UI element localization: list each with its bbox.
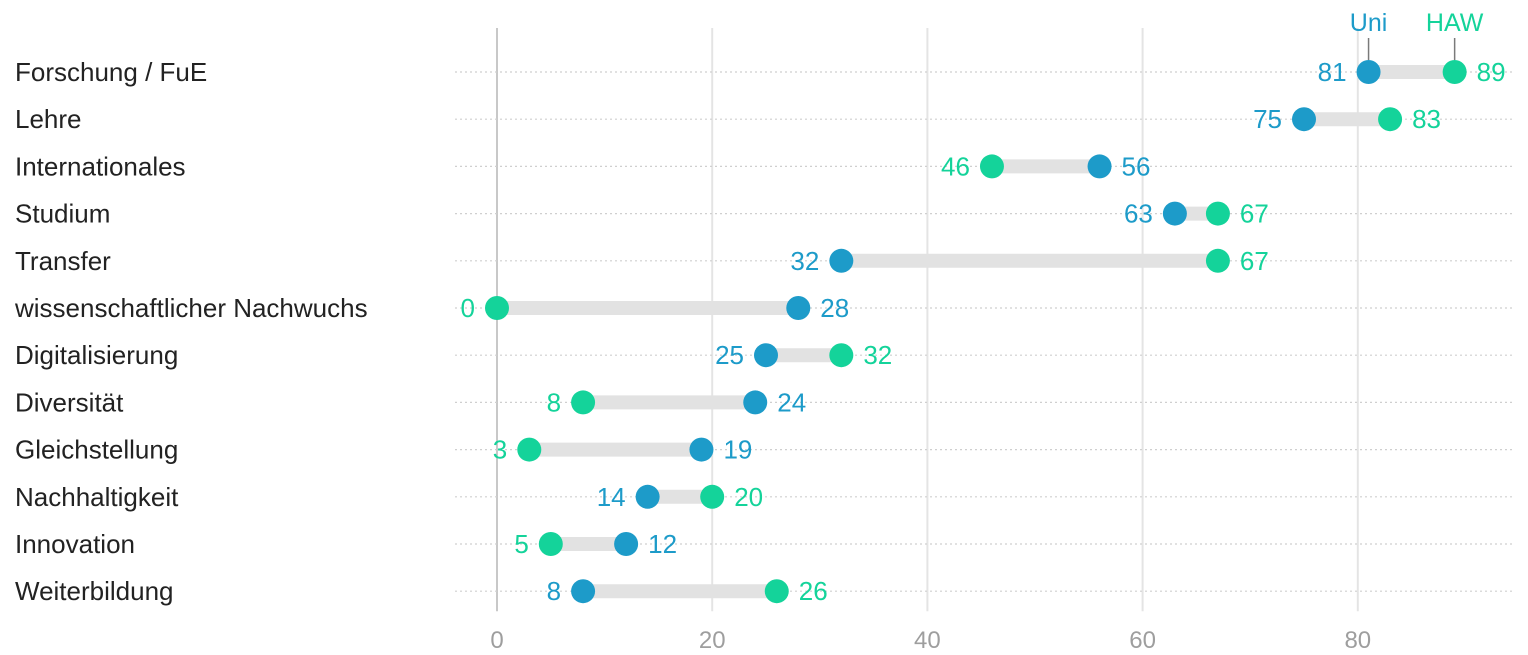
value-label: 89 xyxy=(1477,57,1506,87)
value-label: 63 xyxy=(1124,199,1153,229)
x-tick-labels: 0 20 40 60 80 xyxy=(490,627,1371,654)
value-label: 67 xyxy=(1240,199,1269,229)
value-label: 32 xyxy=(863,340,892,370)
haw-point xyxy=(485,296,509,320)
haw-point xyxy=(1205,248,1230,273)
legend-label: HAW xyxy=(1426,9,1484,37)
category-label: Studium xyxy=(15,199,110,229)
category-label: Innovation xyxy=(15,529,135,559)
value-label: 81 xyxy=(1318,57,1347,87)
value-label: 32 xyxy=(790,246,819,276)
haw-point xyxy=(764,579,789,604)
value-label: 3 xyxy=(493,435,507,465)
data-points xyxy=(485,60,1467,604)
uni-point xyxy=(754,343,778,368)
category-label: Internationales xyxy=(15,151,186,181)
value-label: 5 xyxy=(514,529,528,559)
haw-point xyxy=(517,437,542,462)
category-label: Diversität xyxy=(15,387,124,417)
category-label: Digitalisierung xyxy=(15,340,178,370)
legend-label: Uni xyxy=(1350,9,1388,37)
value-label: 8 xyxy=(547,387,561,417)
x-tick-label: 80 xyxy=(1344,627,1371,654)
value-label: 46 xyxy=(941,151,970,181)
uni-point xyxy=(1087,154,1112,179)
haw-point xyxy=(538,532,563,556)
x-tick-label: 60 xyxy=(1129,627,1156,654)
category-label: Weiterbildung xyxy=(15,576,174,606)
value-label: 14 xyxy=(597,482,626,512)
category-label: Lehre xyxy=(15,104,82,134)
value-label: 25 xyxy=(715,340,744,370)
haw-point xyxy=(700,484,725,509)
haw-point xyxy=(829,343,854,368)
x-tick-label: 0 xyxy=(490,627,503,654)
uni-point xyxy=(743,390,768,415)
value-label: 0 xyxy=(461,293,475,323)
value-label: 28 xyxy=(820,293,849,323)
legend: Uni HAW xyxy=(1350,9,1484,60)
uni-point xyxy=(571,579,596,604)
value-label: 24 xyxy=(777,387,806,417)
haw-point xyxy=(1205,201,1230,226)
value-label: 56 xyxy=(1122,151,1151,181)
uni-point xyxy=(1292,107,1316,132)
value-label: 8 xyxy=(547,576,561,606)
x-tick-label: 40 xyxy=(914,627,941,654)
value-label: 67 xyxy=(1240,246,1269,276)
haw-point xyxy=(1378,107,1403,132)
value-label: 75 xyxy=(1253,104,1282,134)
value-label: 12 xyxy=(648,529,677,559)
category-label: Transfer xyxy=(15,246,111,276)
value-label: 26 xyxy=(799,576,828,606)
value-label: 83 xyxy=(1412,104,1441,134)
value-label: 20 xyxy=(734,482,763,512)
haw-point xyxy=(979,154,1004,179)
uni-point xyxy=(786,296,811,320)
value-label: 19 xyxy=(723,435,752,465)
uni-point xyxy=(689,437,714,462)
uni-point xyxy=(1162,201,1187,226)
connectors xyxy=(497,65,1455,599)
uni-point xyxy=(829,248,854,273)
uni-point xyxy=(614,532,639,556)
category-labels: Forschung / FuE Lehre Internationales Studi… xyxy=(14,57,368,606)
row-dotted-guides xyxy=(455,71,1515,592)
category-label: Forschung / FuE xyxy=(15,57,207,87)
value-labels: 81 89 75 83 46 56 63 67 32 67 0 28 25 32 8 24 3 19 14 20 5 12… xyxy=(461,57,1506,606)
category-label: wissenschaftlicher Nachwuchs xyxy=(14,293,368,323)
category-label: Nachhaltigkeit xyxy=(15,482,179,512)
haw-point xyxy=(571,390,596,415)
uni-point xyxy=(635,484,660,509)
vertical-gridlines xyxy=(496,28,1359,612)
x-tick-label: 20 xyxy=(699,627,726,654)
uni-point xyxy=(1356,60,1381,84)
haw-point xyxy=(1442,60,1467,84)
category-label: Gleichstellung xyxy=(15,435,178,465)
